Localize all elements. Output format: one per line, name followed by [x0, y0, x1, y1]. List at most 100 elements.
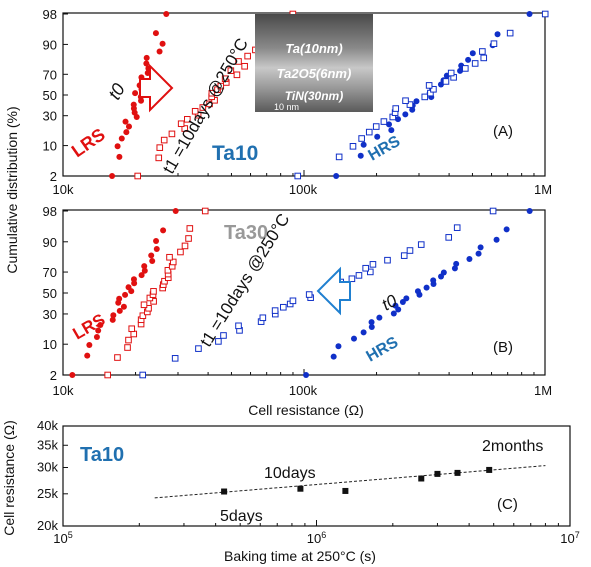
panel-b-x-ticks: 10k 100k 1M: [53, 383, 553, 398]
data-point: [385, 121, 392, 128]
data-point: [368, 323, 375, 330]
x-tick-b-10k: 10k: [53, 383, 74, 398]
data-point: [430, 85, 437, 93]
data-point: [493, 236, 500, 243]
data-point: [124, 344, 131, 351]
y-tick-label: 30: [43, 109, 57, 124]
data-point: [153, 245, 160, 252]
data-point: [104, 371, 111, 379]
data-point: [462, 65, 469, 72]
arrow-right-icon: [139, 63, 174, 113]
data-point: [445, 234, 453, 241]
data-point: [453, 224, 461, 231]
y-tick-label: 50: [43, 286, 57, 301]
y-tick-label: 40k: [37, 418, 58, 433]
data-point: [297, 485, 304, 492]
data-point: [116, 295, 123, 302]
data-point: [186, 225, 194, 232]
data-point: [95, 327, 102, 334]
data-point: [143, 60, 150, 67]
data-point: [233, 71, 241, 79]
trend-line: [154, 465, 546, 499]
y-tick-label: 98: [43, 204, 57, 219]
data-point: [69, 372, 76, 378]
data-point: [477, 244, 484, 251]
data-point: [365, 128, 373, 136]
data-point: [358, 135, 365, 142]
data-point: [153, 238, 160, 245]
data-point: [163, 11, 170, 17]
data-point: [123, 129, 130, 136]
data-point: [97, 321, 104, 328]
data-point: [469, 50, 476, 57]
y-tick-label: 2: [50, 368, 57, 383]
data-point: [128, 325, 136, 333]
data-point: [181, 242, 189, 250]
data-point: [184, 116, 191, 123]
data-point: [466, 256, 473, 263]
data-point: [374, 133, 381, 140]
data-point: [333, 173, 340, 179]
data-point: [454, 469, 461, 476]
data-point: [86, 341, 93, 348]
data-point: [348, 275, 356, 283]
y-tick-label: 98: [43, 7, 57, 22]
data-point: [244, 52, 251, 60]
data-point: [360, 329, 367, 336]
data-point: [116, 307, 123, 314]
data-point: [289, 297, 297, 305]
data-point: [177, 120, 185, 128]
data-point: [369, 261, 377, 268]
x-tick-label: 107: [560, 530, 579, 546]
panel-a-axes: 2 10 30 50 70 90 98: [43, 7, 535, 184]
panel-a-id: (A): [493, 123, 513, 140]
data-point: [394, 116, 401, 123]
data-point: [409, 106, 416, 113]
data-point: [150, 288, 157, 295]
data-point: [294, 172, 302, 180]
material-label-b: Ta30: [224, 222, 268, 244]
data-point: [406, 101, 414, 108]
y-tick-label: 25k: [37, 486, 58, 501]
data-point: [380, 118, 388, 125]
data-point: [141, 267, 148, 274]
data-point: [118, 135, 125, 142]
data-point: [305, 291, 313, 298]
data-point: [384, 256, 391, 264]
x-tick-label: 106: [307, 530, 326, 546]
y-tick-label: 30k: [37, 460, 58, 475]
data-point: [122, 118, 129, 125]
data-point: [388, 127, 395, 134]
data-point: [138, 272, 145, 279]
lrs-label-a: LRS: [68, 124, 109, 161]
data-point: [453, 260, 460, 267]
data-point: [125, 336, 132, 344]
data-point: [139, 312, 147, 320]
data-point: [372, 123, 380, 130]
data-point: [494, 31, 501, 38]
data-point: [280, 303, 287, 311]
panel-c-id: (C): [497, 496, 518, 513]
data-point: [403, 295, 410, 302]
data-point: [93, 334, 100, 341]
data-point: [235, 322, 242, 330]
annotation-2months: 2months: [482, 438, 543, 455]
data-point: [221, 75, 229, 83]
data-point: [417, 241, 425, 248]
data-point: [360, 141, 367, 148]
panel-b-axes: 2 10 30 50 70 90 98: [43, 204, 535, 383]
data-point: [390, 310, 397, 317]
data-point: [132, 90, 139, 97]
data-point: [434, 470, 441, 477]
y-tick-label: 70: [43, 67, 57, 82]
data-point: [271, 307, 279, 314]
data-point: [349, 143, 357, 150]
data-point: [160, 227, 167, 234]
data-point: [109, 316, 116, 323]
data-point: [437, 81, 444, 88]
panel-c-points: [154, 465, 546, 499]
inset-ta2o5: Ta2O5(6nm): [277, 66, 352, 81]
data-point: [457, 67, 464, 74]
data-point: [475, 250, 482, 257]
